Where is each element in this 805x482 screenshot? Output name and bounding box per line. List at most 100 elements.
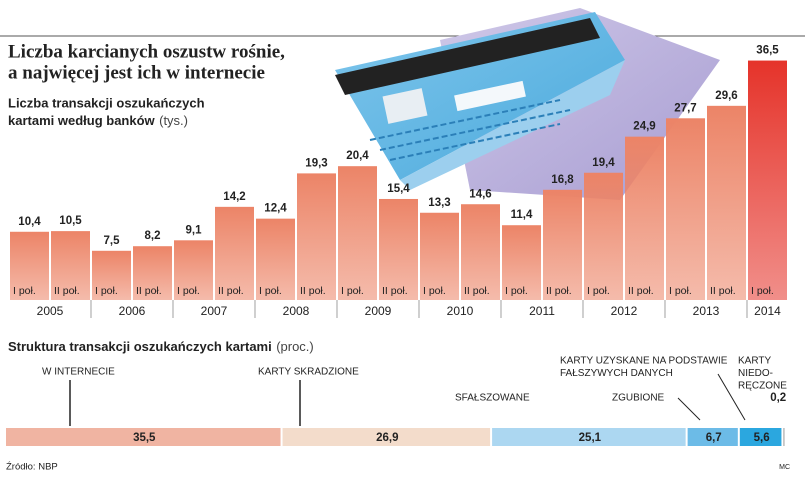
category-label: KARTY — [738, 356, 771, 367]
bar — [707, 105, 746, 300]
half-label: I poł. — [95, 285, 118, 297]
unit: (proc.) — [276, 339, 314, 354]
category-label: W INTERNECIE — [42, 367, 115, 378]
half-label: I poł. — [259, 285, 282, 297]
half-label: I poł. — [505, 285, 528, 297]
bar — [584, 172, 623, 300]
bar — [748, 60, 787, 301]
category-label: ZGUBIONE — [612, 393, 665, 404]
value-label: 14,2 — [223, 191, 245, 203]
bar — [51, 231, 90, 300]
leader-line — [717, 373, 746, 421]
subtitle-line: Struktura transakcji oszukańczych kartam… — [8, 339, 314, 356]
bar — [420, 212, 459, 300]
year-label: 2012 — [611, 304, 638, 318]
source: Źródło: NBP — [6, 462, 58, 473]
value-label: 10,4 — [18, 216, 41, 228]
segment-value: 35,5 — [133, 432, 156, 444]
bar — [133, 246, 172, 300]
subtitle-line: kartami według banków (tys.) — [8, 113, 188, 130]
half-label: II poł. — [382, 285, 408, 297]
year-label: 2011 — [529, 304, 555, 318]
bar — [10, 231, 49, 300]
bar — [625, 136, 664, 300]
bar — [502, 225, 541, 300]
half-label: I poł. — [669, 285, 692, 297]
half-label: I poł. — [587, 285, 610, 297]
value-label: 29,6 — [715, 90, 737, 102]
category-label: KARTY UZYSKANE NA PODSTAWIE — [560, 356, 728, 367]
segment — [282, 428, 491, 446]
value-label: 14,6 — [469, 188, 491, 200]
half-label: II poł. — [218, 285, 244, 297]
segment — [492, 428, 686, 446]
value-label: 12,4 — [264, 203, 287, 215]
half-label: II poł. — [546, 285, 572, 297]
year-label: 2007 — [201, 304, 228, 318]
year-label: 2005 — [37, 304, 64, 318]
category-label: NIEDO- — [738, 368, 773, 379]
value-label: 36,5 — [756, 45, 779, 57]
segment-value: 25,1 — [579, 432, 602, 444]
bar — [543, 189, 582, 300]
segment — [687, 428, 738, 446]
half-label: II poł. — [300, 285, 326, 297]
bar — [379, 198, 418, 300]
year-label: 2010 — [447, 304, 474, 318]
value-label: 19,4 — [592, 157, 615, 169]
value-label: 24,9 — [633, 121, 655, 133]
year-label: 2009 — [365, 304, 392, 318]
value-label: 27,7 — [674, 102, 696, 114]
segment-value: 5,6 — [754, 432, 770, 444]
value-label: 15,4 — [387, 183, 410, 195]
bar — [297, 173, 336, 300]
bar — [256, 218, 295, 300]
half-label: II poł. — [464, 285, 490, 297]
value-label: 8,2 — [145, 230, 161, 242]
bar — [666, 118, 705, 301]
title-line: a najwięcej jest ich w internecie — [8, 62, 265, 83]
subtitle-line: Liczba transakcji oszukańczych — [8, 95, 205, 110]
category-label: RĘCZONE — [738, 381, 787, 392]
bar — [174, 240, 213, 300]
value-label: 9,1 — [186, 224, 203, 236]
segment-value: 0,2 — [770, 392, 786, 404]
year-label: 2006 — [119, 304, 146, 318]
bar — [338, 166, 377, 300]
half-label: II poł. — [628, 285, 654, 297]
bar — [461, 204, 500, 300]
category-label: KARTY SKRADZIONE — [258, 367, 359, 378]
title-line: Liczba karcianych oszustw rośnie, — [8, 41, 285, 62]
half-label: I poł. — [177, 285, 200, 297]
value-label: 11,4 — [511, 209, 533, 221]
half-label: II poł. — [710, 285, 736, 297]
credit: MC — [779, 464, 790, 471]
segment — [783, 428, 785, 446]
half-label: I poł. — [423, 285, 446, 297]
value-label: 19,3 — [305, 157, 327, 169]
half-label: II poł. — [54, 285, 80, 297]
bar — [215, 206, 254, 300]
category-label: FAŁSZYWYCH DANYCH — [560, 368, 673, 379]
segment-value: 26,9 — [376, 432, 398, 444]
half-label: I poł. — [13, 285, 36, 297]
segment — [739, 428, 782, 446]
year-label: 2014 — [754, 304, 781, 318]
leader-line — [677, 397, 701, 421]
value-label: 7,5 — [104, 235, 121, 247]
value-label: 16,8 — [551, 174, 574, 186]
bar — [92, 250, 131, 300]
segment — [6, 428, 281, 446]
year-label: 2013 — [693, 304, 720, 318]
unit: (tys.) — [159, 113, 188, 128]
year-label: 2008 — [283, 304, 310, 318]
category-label: SFAŁSZOWANE — [455, 393, 530, 404]
half-label: I poł. — [341, 285, 364, 297]
subtitle-text: Struktura transakcji oszukańczych kartam… — [8, 339, 272, 354]
half-label: II poł. — [136, 285, 162, 297]
half-label: I poł. — [751, 285, 774, 297]
value-label: 13,3 — [428, 197, 450, 209]
value-label: 10,5 — [59, 215, 82, 227]
subtitle-text: kartami według banków — [8, 113, 156, 128]
